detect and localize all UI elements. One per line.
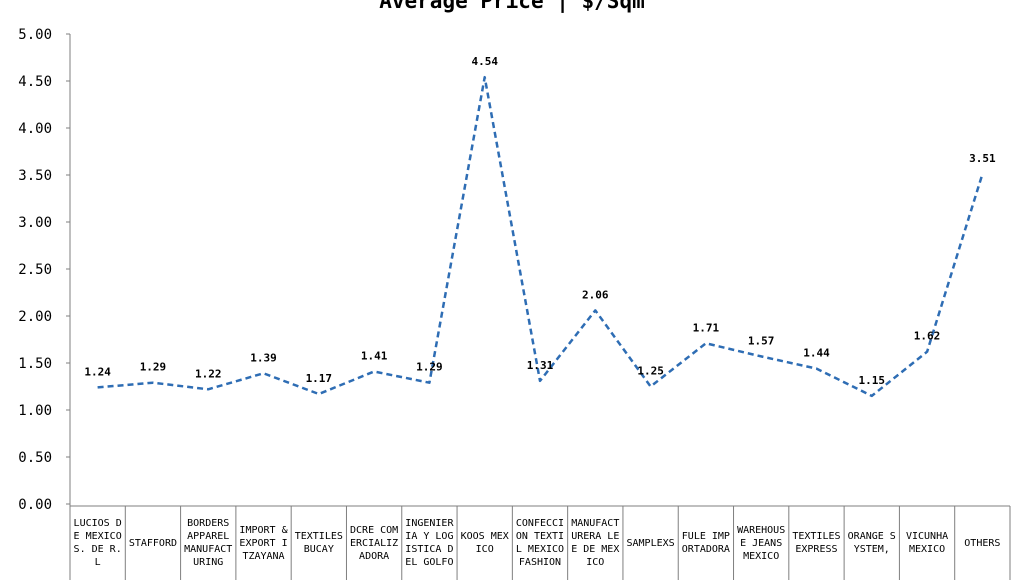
y-tick-label: 0.50 <box>18 450 52 466</box>
data-label: 1.62 <box>914 330 941 343</box>
category-label: LUCIOS DE MEXICO S. DE R.L <box>73 518 122 568</box>
data-label: 1.24 <box>84 365 111 378</box>
y-tick-label: 0.00 <box>18 497 52 513</box>
category-label: WAREHOUSE JEANS MEXICO <box>737 524 786 562</box>
y-tick-label: 2.50 <box>18 262 52 278</box>
data-label: 1.29 <box>416 361 443 374</box>
y-tick-label: 4.50 <box>18 74 52 90</box>
data-labels: 1.24 1.29 1.22 1.39 1.17 1.41 1.29 4.54 1.31 2.06… <box>84 55 996 387</box>
y-tick-label: 3.50 <box>18 168 52 184</box>
category-label: MANUFACTURERA LEE DE MEXICO <box>571 518 620 568</box>
category-label: TEXTILES EXPRESS <box>792 531 841 555</box>
data-label: 1.29 <box>140 361 167 374</box>
category-label: OTHERS <box>964 537 1001 549</box>
data-label: 3.51 <box>969 152 996 165</box>
category-label: KOOS MEXICO <box>460 531 509 555</box>
y-axis: 0.00 0.50 1.00 1.50 2.00 2.50 3.00 3.50 4.00 4.50… <box>18 27 70 513</box>
y-tick-label: 1.00 <box>18 403 52 419</box>
y-tick-label: 2.00 <box>18 309 52 325</box>
axes <box>69 34 1011 580</box>
category-label: ORANGE SYSTEM, <box>847 531 896 555</box>
category-label: FULE IMPORTADORA <box>681 531 730 555</box>
data-label: 1.17 <box>306 372 333 385</box>
data-label: 1.22 <box>195 367 222 380</box>
series-line <box>97 75 984 398</box>
series-line-group <box>97 75 984 398</box>
y-tick-label: 1.50 <box>18 356 52 372</box>
category-label: STAFFORD <box>128 537 177 549</box>
data-label: 2.06 <box>582 288 609 301</box>
category-label: CONFECCION TEXTIL MEXICO FASHION <box>515 518 565 568</box>
data-label: 1.25 <box>637 365 664 378</box>
data-label: 1.71 <box>693 321 720 334</box>
category-label: BORDERS APPAREL MANUFACTURING <box>184 518 233 568</box>
y-tick-label: 3.00 <box>18 215 52 231</box>
data-label: 1.44 <box>803 347 830 360</box>
data-label: 1.57 <box>748 334 775 347</box>
y-tick-label: 4.00 <box>18 121 52 137</box>
y-tick-label: 5.00 <box>18 27 52 43</box>
data-label: 1.39 <box>250 351 277 364</box>
category-label: INGENIERIA Y LOGISTICA DEL GOLFO <box>405 518 454 568</box>
data-label: 1.31 <box>527 359 554 372</box>
category-label: TEXTILES BUCAY <box>294 531 343 555</box>
data-label: 1.41 <box>361 349 388 362</box>
data-label: 1.15 <box>859 374 886 387</box>
category-label: VICUNHA MEXICO <box>905 531 949 555</box>
category-label: SAMPLEXS <box>626 537 675 549</box>
data-label: 4.54 <box>471 55 498 68</box>
chart-title: Average Price | $/Sqm <box>379 0 645 14</box>
category-label: DCRE COMERCIALIZADORA <box>350 524 399 562</box>
category-label: IMPORT & EXPORT ITZAYANA <box>239 524 288 562</box>
